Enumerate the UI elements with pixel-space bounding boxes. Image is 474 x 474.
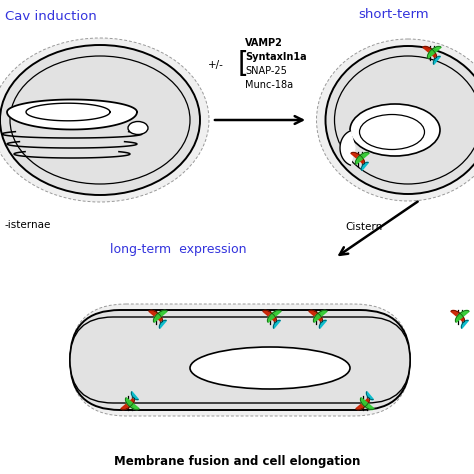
Polygon shape: [361, 398, 374, 410]
Polygon shape: [366, 392, 374, 400]
Ellipse shape: [350, 104, 440, 156]
Polygon shape: [451, 310, 465, 322]
Text: +/-: +/-: [208, 60, 224, 70]
FancyBboxPatch shape: [70, 310, 410, 410]
Text: Membrane fusion and cell elongation: Membrane fusion and cell elongation: [114, 455, 360, 468]
Polygon shape: [273, 320, 281, 328]
Polygon shape: [309, 310, 322, 322]
Polygon shape: [356, 398, 370, 410]
Ellipse shape: [0, 38, 209, 202]
Ellipse shape: [0, 45, 200, 195]
Text: SNAP-25: SNAP-25: [245, 66, 287, 76]
Polygon shape: [361, 162, 368, 170]
Polygon shape: [131, 392, 138, 400]
Text: Cistern: Cistern: [345, 222, 382, 232]
FancyBboxPatch shape: [70, 317, 410, 403]
Text: short-term: short-term: [358, 8, 428, 21]
Polygon shape: [351, 153, 365, 164]
Polygon shape: [149, 310, 163, 322]
Polygon shape: [461, 320, 468, 328]
Polygon shape: [428, 46, 441, 58]
Polygon shape: [263, 310, 276, 322]
Polygon shape: [340, 131, 355, 165]
Polygon shape: [154, 310, 167, 322]
Polygon shape: [356, 153, 369, 164]
Text: Cav induction: Cav induction: [5, 10, 97, 23]
Polygon shape: [121, 398, 135, 410]
Polygon shape: [423, 46, 437, 58]
Text: SyntaxIn1a: SyntaxIn1a: [245, 52, 307, 62]
Polygon shape: [26, 103, 110, 121]
Text: VAMP2: VAMP2: [245, 38, 283, 48]
Ellipse shape: [335, 56, 474, 184]
Polygon shape: [159, 320, 166, 328]
Polygon shape: [126, 398, 139, 410]
Polygon shape: [267, 310, 281, 322]
Text: -isternae: -isternae: [5, 220, 51, 230]
Text: long-term  expression: long-term expression: [110, 243, 246, 256]
Polygon shape: [313, 310, 327, 322]
Polygon shape: [319, 320, 327, 328]
Ellipse shape: [326, 46, 474, 194]
Text: Munc-18a: Munc-18a: [245, 80, 293, 90]
Polygon shape: [433, 56, 440, 64]
FancyBboxPatch shape: [70, 304, 410, 416]
Ellipse shape: [10, 56, 190, 184]
Polygon shape: [7, 100, 137, 129]
Ellipse shape: [359, 115, 425, 149]
Text: [: [: [238, 50, 249, 78]
Ellipse shape: [128, 121, 148, 135]
Polygon shape: [456, 310, 469, 322]
Ellipse shape: [317, 39, 474, 201]
Ellipse shape: [190, 347, 350, 389]
